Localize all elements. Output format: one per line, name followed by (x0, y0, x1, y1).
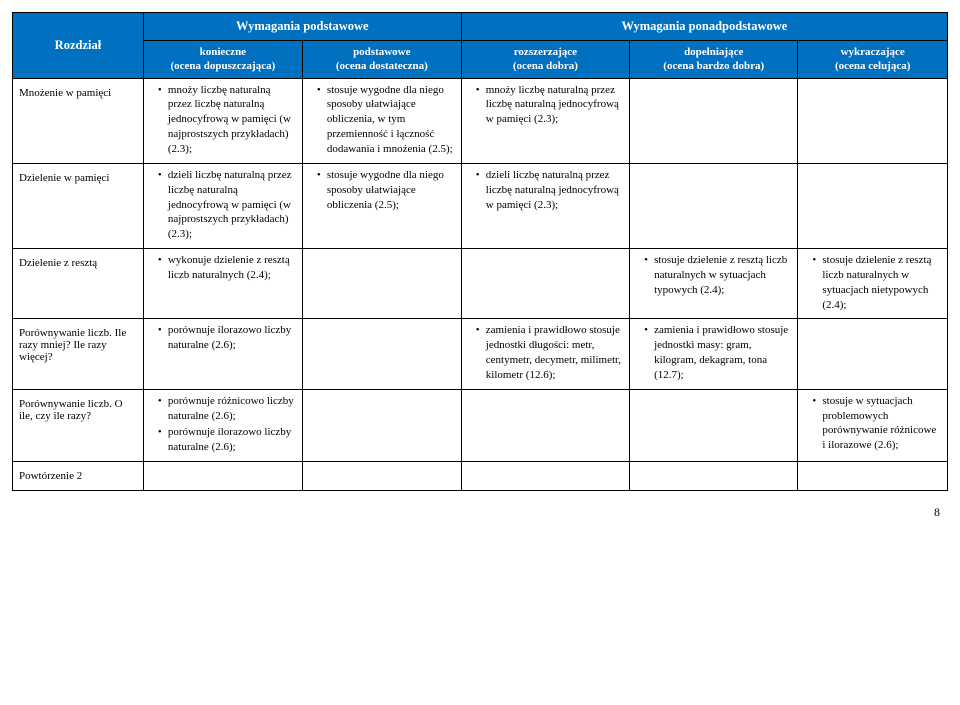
list-item: stosuje wygodne dla niego sposoby ułatwi… (319, 83, 455, 157)
list-item: zamienia i prawidłowo stosuje jednostki … (646, 323, 791, 382)
table-cell (630, 462, 798, 491)
list-item: stosuje wygodne dla niego sposoby ułatwi… (319, 168, 455, 213)
list-item: stosuje w sytuacjach problemowych porówn… (814, 394, 941, 453)
table-cell: stosuje wygodne dla niego sposoby ułatwi… (302, 163, 461, 248)
row-label: Porównywanie liczb. O ile, czy ile razy? (13, 389, 144, 461)
table-cell (302, 319, 461, 389)
table-cell (798, 78, 948, 163)
list-item: dzieli liczbę naturalną przez liczbę nat… (160, 168, 296, 242)
row-label: Dzielenie z resztą (13, 249, 144, 319)
header-sub-podstawowe: podstawowe(ocena dostateczna) (302, 41, 461, 79)
table-cell (143, 462, 302, 491)
cell-list: dzieli liczbę naturalną przez liczbę nat… (468, 168, 623, 213)
list-item: porównuje ilorazowo liczby naturalne (2.… (160, 323, 296, 353)
header-sub-dopelniajace: dopełniające(ocena bardzo dobra) (630, 41, 798, 79)
cell-list: stosuje w sytuacjach problemowych porówn… (804, 394, 941, 453)
list-item: zamienia i prawidłowo stosuje jednostki … (478, 323, 623, 382)
header-sub-wykraczajace: wykraczające(ocena celująca) (798, 41, 948, 79)
list-item: wykonuje dzielenie z resztą liczb natura… (160, 253, 296, 283)
list-item: mnoży liczbę naturalną przez liczbę natu… (160, 83, 296, 157)
table-row: Porównywanie liczb. O ile, czy ile razy?… (13, 389, 948, 461)
table-cell: stosuje dzielenie z resztą liczb natural… (798, 249, 948, 319)
page-number: 8 (12, 505, 948, 520)
table-cell: dzieli liczbę naturalną przez liczbę nat… (143, 163, 302, 248)
table-cell: mnoży liczbę naturalną przez liczbę natu… (461, 78, 629, 163)
cell-list: stosuje wygodne dla niego sposoby ułatwi… (309, 83, 455, 157)
table-cell: zamienia i prawidłowo stosuje jednostki … (630, 319, 798, 389)
list-item: stosuje dzielenie z resztą liczb natural… (814, 253, 941, 312)
requirements-table: Rozdział Wymagania podstawowe Wymagania … (12, 12, 948, 491)
cell-list: stosuje wygodne dla niego sposoby ułatwi… (309, 168, 455, 213)
table-cell: mnoży liczbę naturalną przez liczbę natu… (143, 78, 302, 163)
cell-list: dzieli liczbę naturalną przez liczbę nat… (150, 168, 296, 242)
cell-list: mnoży liczbę naturalną przez liczbę natu… (468, 83, 623, 128)
table-cell (630, 163, 798, 248)
table-cell: zamienia i prawidłowo stosuje jednostki … (461, 319, 629, 389)
cell-list: stosuje dzielenie z resztą liczb natural… (636, 253, 791, 298)
table-cell: stosuje dzielenie z resztą liczb natural… (630, 249, 798, 319)
cell-list: zamienia i prawidłowo stosuje jednostki … (636, 323, 791, 382)
cell-list: porównuje ilorazowo liczby naturalne (2.… (150, 323, 296, 353)
cell-list: porównuje różnicowo liczby naturalne (2.… (150, 394, 296, 455)
cell-list: stosuje dzielenie z resztą liczb natural… (804, 253, 941, 312)
table-cell: wykonuje dzielenie z resztą liczb natura… (143, 249, 302, 319)
list-item: porównuje różnicowo liczby naturalne (2.… (160, 394, 296, 424)
table-body: Mnożenie w pamięcimnoży liczbę naturalną… (13, 78, 948, 491)
header-rozdzial: Rozdział (13, 13, 144, 79)
table-row: Dzielenie z resztą wykonuje dzielenie z r… (13, 249, 948, 319)
table-cell (461, 249, 629, 319)
table-row: Porównywanie liczb. Ile razy mniej? Ile … (13, 319, 948, 389)
header-ponadpodstawowe: Wymagania ponadpodstawowe (461, 13, 947, 41)
cell-list: mnoży liczbę naturalną przez liczbę natu… (150, 83, 296, 157)
row-label: Powtórzenie 2 (13, 462, 144, 491)
list-item: porównuje ilorazowo liczby naturalne (2.… (160, 425, 296, 455)
list-item: stosuje dzielenie z resztą liczb natural… (646, 253, 791, 298)
table-cell (630, 389, 798, 461)
table-cell (798, 319, 948, 389)
table-cell (630, 78, 798, 163)
table-cell (302, 389, 461, 461)
row-label: Mnożenie w pamięci (13, 78, 144, 163)
table-row: Mnożenie w pamięcimnoży liczbę naturalną… (13, 78, 948, 163)
table-cell: stosuje wygodne dla niego sposoby ułatwi… (302, 78, 461, 163)
table-cell (461, 389, 629, 461)
cell-list: zamienia i prawidłowo stosuje jednostki … (468, 323, 623, 382)
table-cell (461, 462, 629, 491)
table-row: Powtórzenie 2 (13, 462, 948, 491)
header-sub-rozszerzajace: rozszerzające(ocena dobra) (461, 41, 629, 79)
table-cell: dzieli liczbę naturalną przez liczbę nat… (461, 163, 629, 248)
table-cell (798, 163, 948, 248)
table-cell (302, 462, 461, 491)
table-row: Dzielenie w pamięcidzieli liczbę natural… (13, 163, 948, 248)
table-cell (302, 249, 461, 319)
table-cell (798, 462, 948, 491)
header-sub-konieczne: konieczne(ocena dopuszczająca) (143, 41, 302, 79)
table-cell: porównuje ilorazowo liczby naturalne (2.… (143, 319, 302, 389)
cell-list: wykonuje dzielenie z resztą liczb natura… (150, 253, 296, 283)
table-cell: porównuje różnicowo liczby naturalne (2.… (143, 389, 302, 461)
row-label: Porównywanie liczb. Ile razy mniej? Ile … (13, 319, 144, 389)
header-podstawowe: Wymagania podstawowe (143, 13, 461, 41)
row-label: Dzielenie w pamięci (13, 163, 144, 248)
table-cell: stosuje w sytuacjach problemowych porówn… (798, 389, 948, 461)
list-item: dzieli liczbę naturalną przez liczbę nat… (478, 168, 623, 213)
list-item: mnoży liczbę naturalną przez liczbę natu… (478, 83, 623, 128)
